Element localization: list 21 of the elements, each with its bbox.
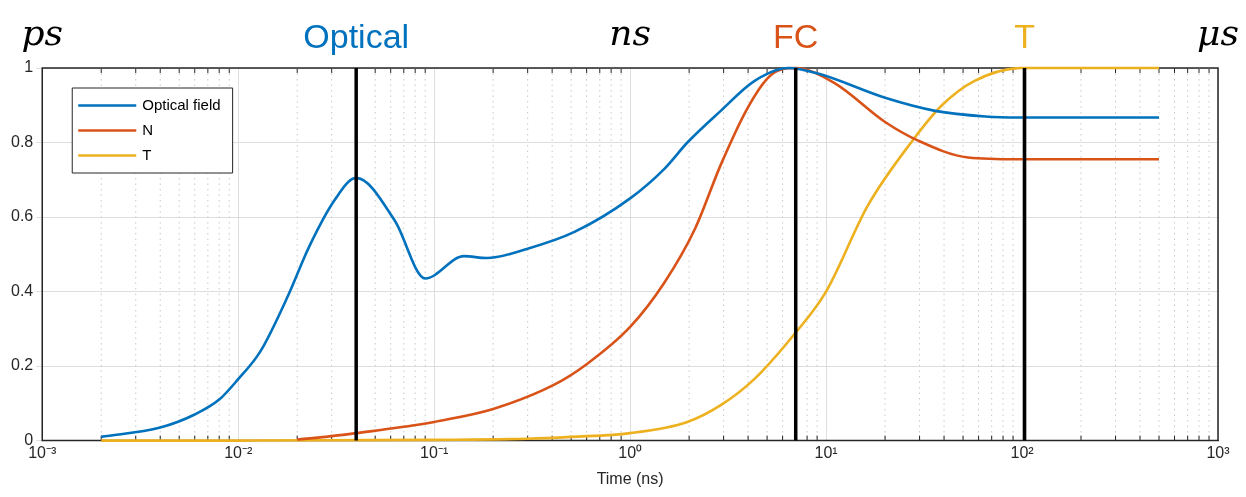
legend-label: Optical field — [142, 95, 221, 113]
legend-label: N — [142, 120, 154, 138]
y-tick-label: 0.4 — [10, 281, 34, 299]
x-axis-title: Time (ns) — [596, 469, 664, 487]
x-tick-label: 10¹ — [814, 443, 838, 461]
y-tick-label: 0.2 — [10, 356, 34, 374]
ref-line-label: FC — [773, 17, 819, 56]
x-tick-label: 10⁰ — [618, 443, 643, 461]
x-tick-label: 10⁻¹ — [420, 443, 449, 461]
text: ns — [609, 12, 651, 54]
legend-label: T — [142, 145, 152, 163]
y-tick-label: 1 — [24, 58, 34, 76]
text: ps — [21, 12, 64, 54]
y-tick-label: 0.6 — [10, 207, 34, 225]
ref-line-label: Optical — [303, 17, 410, 56]
x-tick-label: 10³ — [1206, 443, 1231, 461]
text: μs — [1197, 12, 1239, 54]
x-tick-label: 10⁻² — [224, 443, 253, 461]
y-tick-label: 0.8 — [10, 132, 34, 150]
ref-line-label: T — [1014, 17, 1035, 56]
x-tick-label: 10² — [1010, 443, 1035, 461]
